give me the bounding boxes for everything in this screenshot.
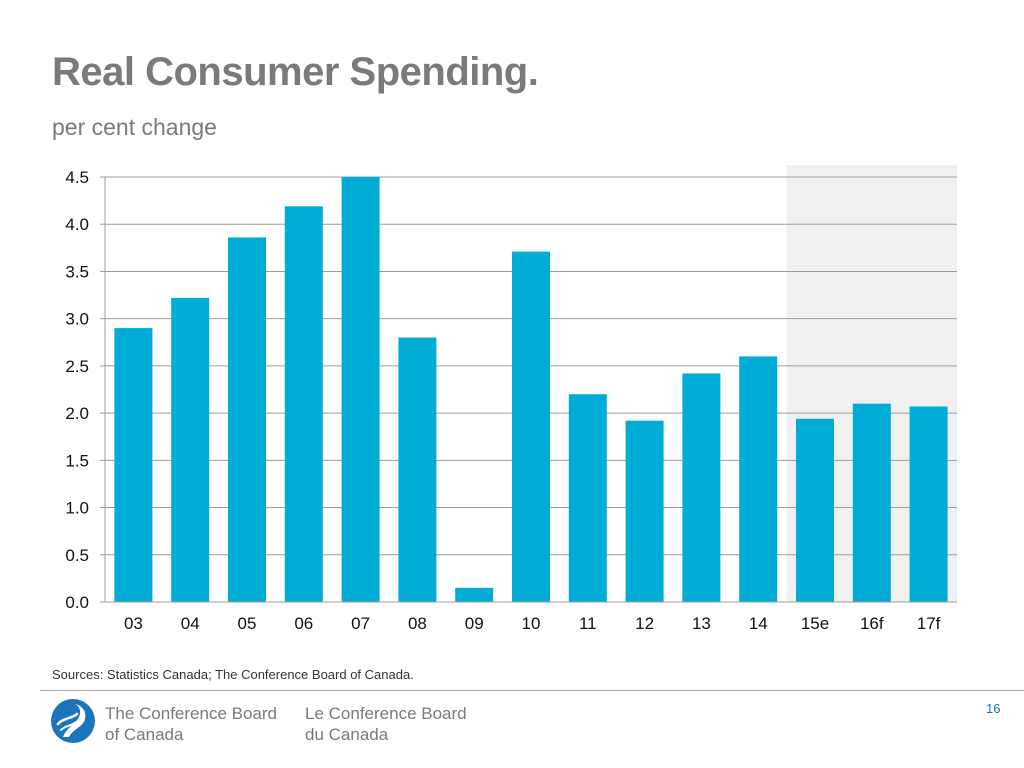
bar-07	[341, 177, 380, 602]
y-tick-label: 0.0	[65, 593, 89, 612]
bar-12	[625, 420, 664, 602]
x-tick-label: 04	[181, 614, 200, 633]
y-tick-label: 1.0	[65, 499, 89, 518]
x-tick-label: 14	[749, 614, 768, 633]
footer-divider	[40, 690, 1024, 691]
x-tick-label: 05	[238, 614, 257, 633]
y-tick-label: 1.5	[65, 451, 89, 470]
bar-03	[114, 328, 153, 602]
x-tick-label: 06	[294, 614, 313, 633]
bar-10	[512, 251, 550, 602]
page-number: 16	[986, 701, 1001, 716]
y-tick-label: 0.5	[65, 546, 89, 565]
bar-14	[739, 356, 778, 602]
y-tick-label: 3.5	[65, 262, 89, 281]
bar-04	[171, 297, 210, 602]
org-name-french: Le Conference Board du Canada	[305, 703, 467, 745]
x-tick-label: 09	[465, 614, 484, 633]
bar-17f	[909, 406, 948, 602]
bar-15e	[796, 418, 834, 602]
sources-note: Sources: Statistics Canada; The Conferen…	[52, 667, 414, 682]
conference-board-flame-icon	[51, 699, 95, 743]
x-tick-label: 10	[522, 614, 541, 633]
y-tick-label: 3.0	[65, 310, 89, 329]
x-tick-label: 12	[635, 614, 654, 633]
x-tick-label: 15e	[801, 614, 829, 633]
bar-16f	[852, 403, 891, 602]
chart-subtitle: per cent change	[52, 114, 217, 140]
bar-05	[228, 237, 266, 602]
x-tick-label: 16f	[860, 614, 884, 633]
x-tick-label: 07	[351, 614, 370, 633]
bar-06	[284, 206, 323, 602]
x-tick-label: 08	[408, 614, 427, 633]
x-tick-label: 11	[579, 614, 597, 633]
page-title: Real Consumer Spending.	[52, 50, 539, 94]
y-tick-label: 2.0	[65, 404, 89, 423]
y-tick-label: 4.5	[65, 168, 89, 187]
x-tick-label: 03	[124, 614, 143, 633]
bar-09	[455, 587, 494, 602]
x-tick-label: 17f	[917, 614, 941, 633]
org-name-english-line1: The Conference Board	[105, 704, 277, 723]
org-name-french-line1: Le Conference Board	[305, 704, 467, 723]
bar-11	[568, 394, 607, 602]
org-name-english: The Conference Board of Canada	[105, 703, 277, 745]
bar-chart: 0.0 0.5 1.0 1.5 2.0 2.5 3.0 3.5 4.0 4.5 03 04 05 06 07…	[65, 165, 957, 633]
bar-08	[398, 337, 437, 602]
y-tick-label: 4.0	[65, 215, 89, 234]
org-name-english-line2: of Canada	[105, 725, 184, 744]
org-name-french-line2: du Canada	[305, 725, 389, 744]
x-tick-label: 13	[692, 614, 711, 633]
bar-13	[682, 373, 721, 602]
y-tick-label: 2.5	[65, 357, 89, 376]
